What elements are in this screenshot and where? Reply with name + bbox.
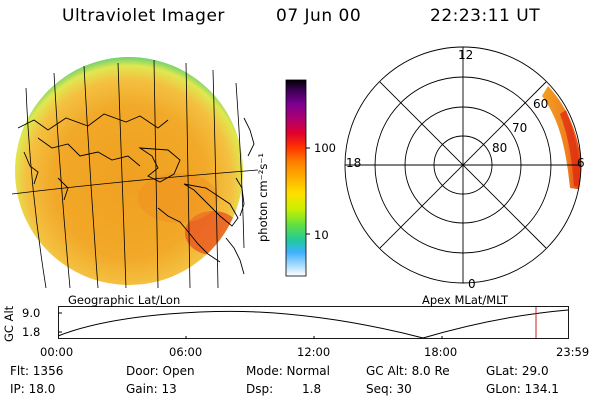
mlat-label-70: 70 [512, 121, 528, 135]
gc-altitude: GC Alt: 8.0 Re [366, 364, 450, 378]
orbit-y-tick-1-8: 1.8 [22, 325, 41, 339]
flight-number: Flt: 1356 [10, 364, 64, 378]
mlat-label-80: 80 [492, 141, 508, 155]
image-time: 22:23:11 UT [430, 6, 541, 26]
polar-plot [344, 46, 582, 284]
door-status: Door: Open [126, 364, 195, 378]
orbit-y-tick-9: 9.0 [22, 306, 41, 320]
colorbar [285, 79, 310, 277]
colorbar-unit-label: photon cm⁻²s⁻¹ [256, 153, 270, 242]
colorbar-tick-100: 100 [314, 141, 336, 155]
coastlines [17, 113, 255, 275]
gain-value: Gain: 13 [126, 382, 177, 396]
dsp-label: Dsp: [246, 382, 274, 396]
orbit-x-tick-2359: 23:59 [556, 345, 590, 359]
sequence-number: Seq: 30 [366, 382, 412, 396]
polar-panel-label: Apex MLat/MLT [422, 293, 509, 307]
mlt-label-12: 12 [458, 48, 474, 62]
dsp-value: 1.8 [302, 382, 322, 396]
mlt-label-0: 0 [468, 277, 476, 291]
orbit-altitude-plot [57, 306, 569, 339]
geographic-latitude: GLat: 29.0 [486, 364, 549, 378]
orbit-x-tick-0600: 06:00 [169, 345, 203, 359]
instrument-title: Ultraviolet Imager [62, 6, 225, 26]
colorbar-tick-10: 10 [314, 228, 329, 242]
geographic-panel-label: Geographic Lat/Lon [68, 293, 181, 307]
geographic-image [11, 57, 259, 289]
orbit-x-tick-0000: 00:00 [40, 345, 74, 359]
mlt-label-18: 18 [346, 156, 362, 170]
orbit-x-tick-1800: 18:00 [424, 345, 458, 359]
orbit-y-axis-label: GC Alt [2, 305, 16, 342]
orbit-x-tick-1200: 12:00 [297, 345, 331, 359]
image-parameter: IP: 18.0 [10, 382, 56, 396]
polar-grid [344, 46, 582, 284]
orbit-altitude-curve [57, 309, 569, 339]
mlt-label-6: 6 [577, 156, 585, 170]
geographic-longitude: GLon: 134.1 [486, 382, 559, 396]
image-date: 07 Jun 00 [276, 6, 362, 26]
mlat-label-60: 60 [533, 97, 549, 111]
lat-lon-grid [11, 59, 259, 289]
mode-value: Mode: Normal [246, 364, 330, 378]
